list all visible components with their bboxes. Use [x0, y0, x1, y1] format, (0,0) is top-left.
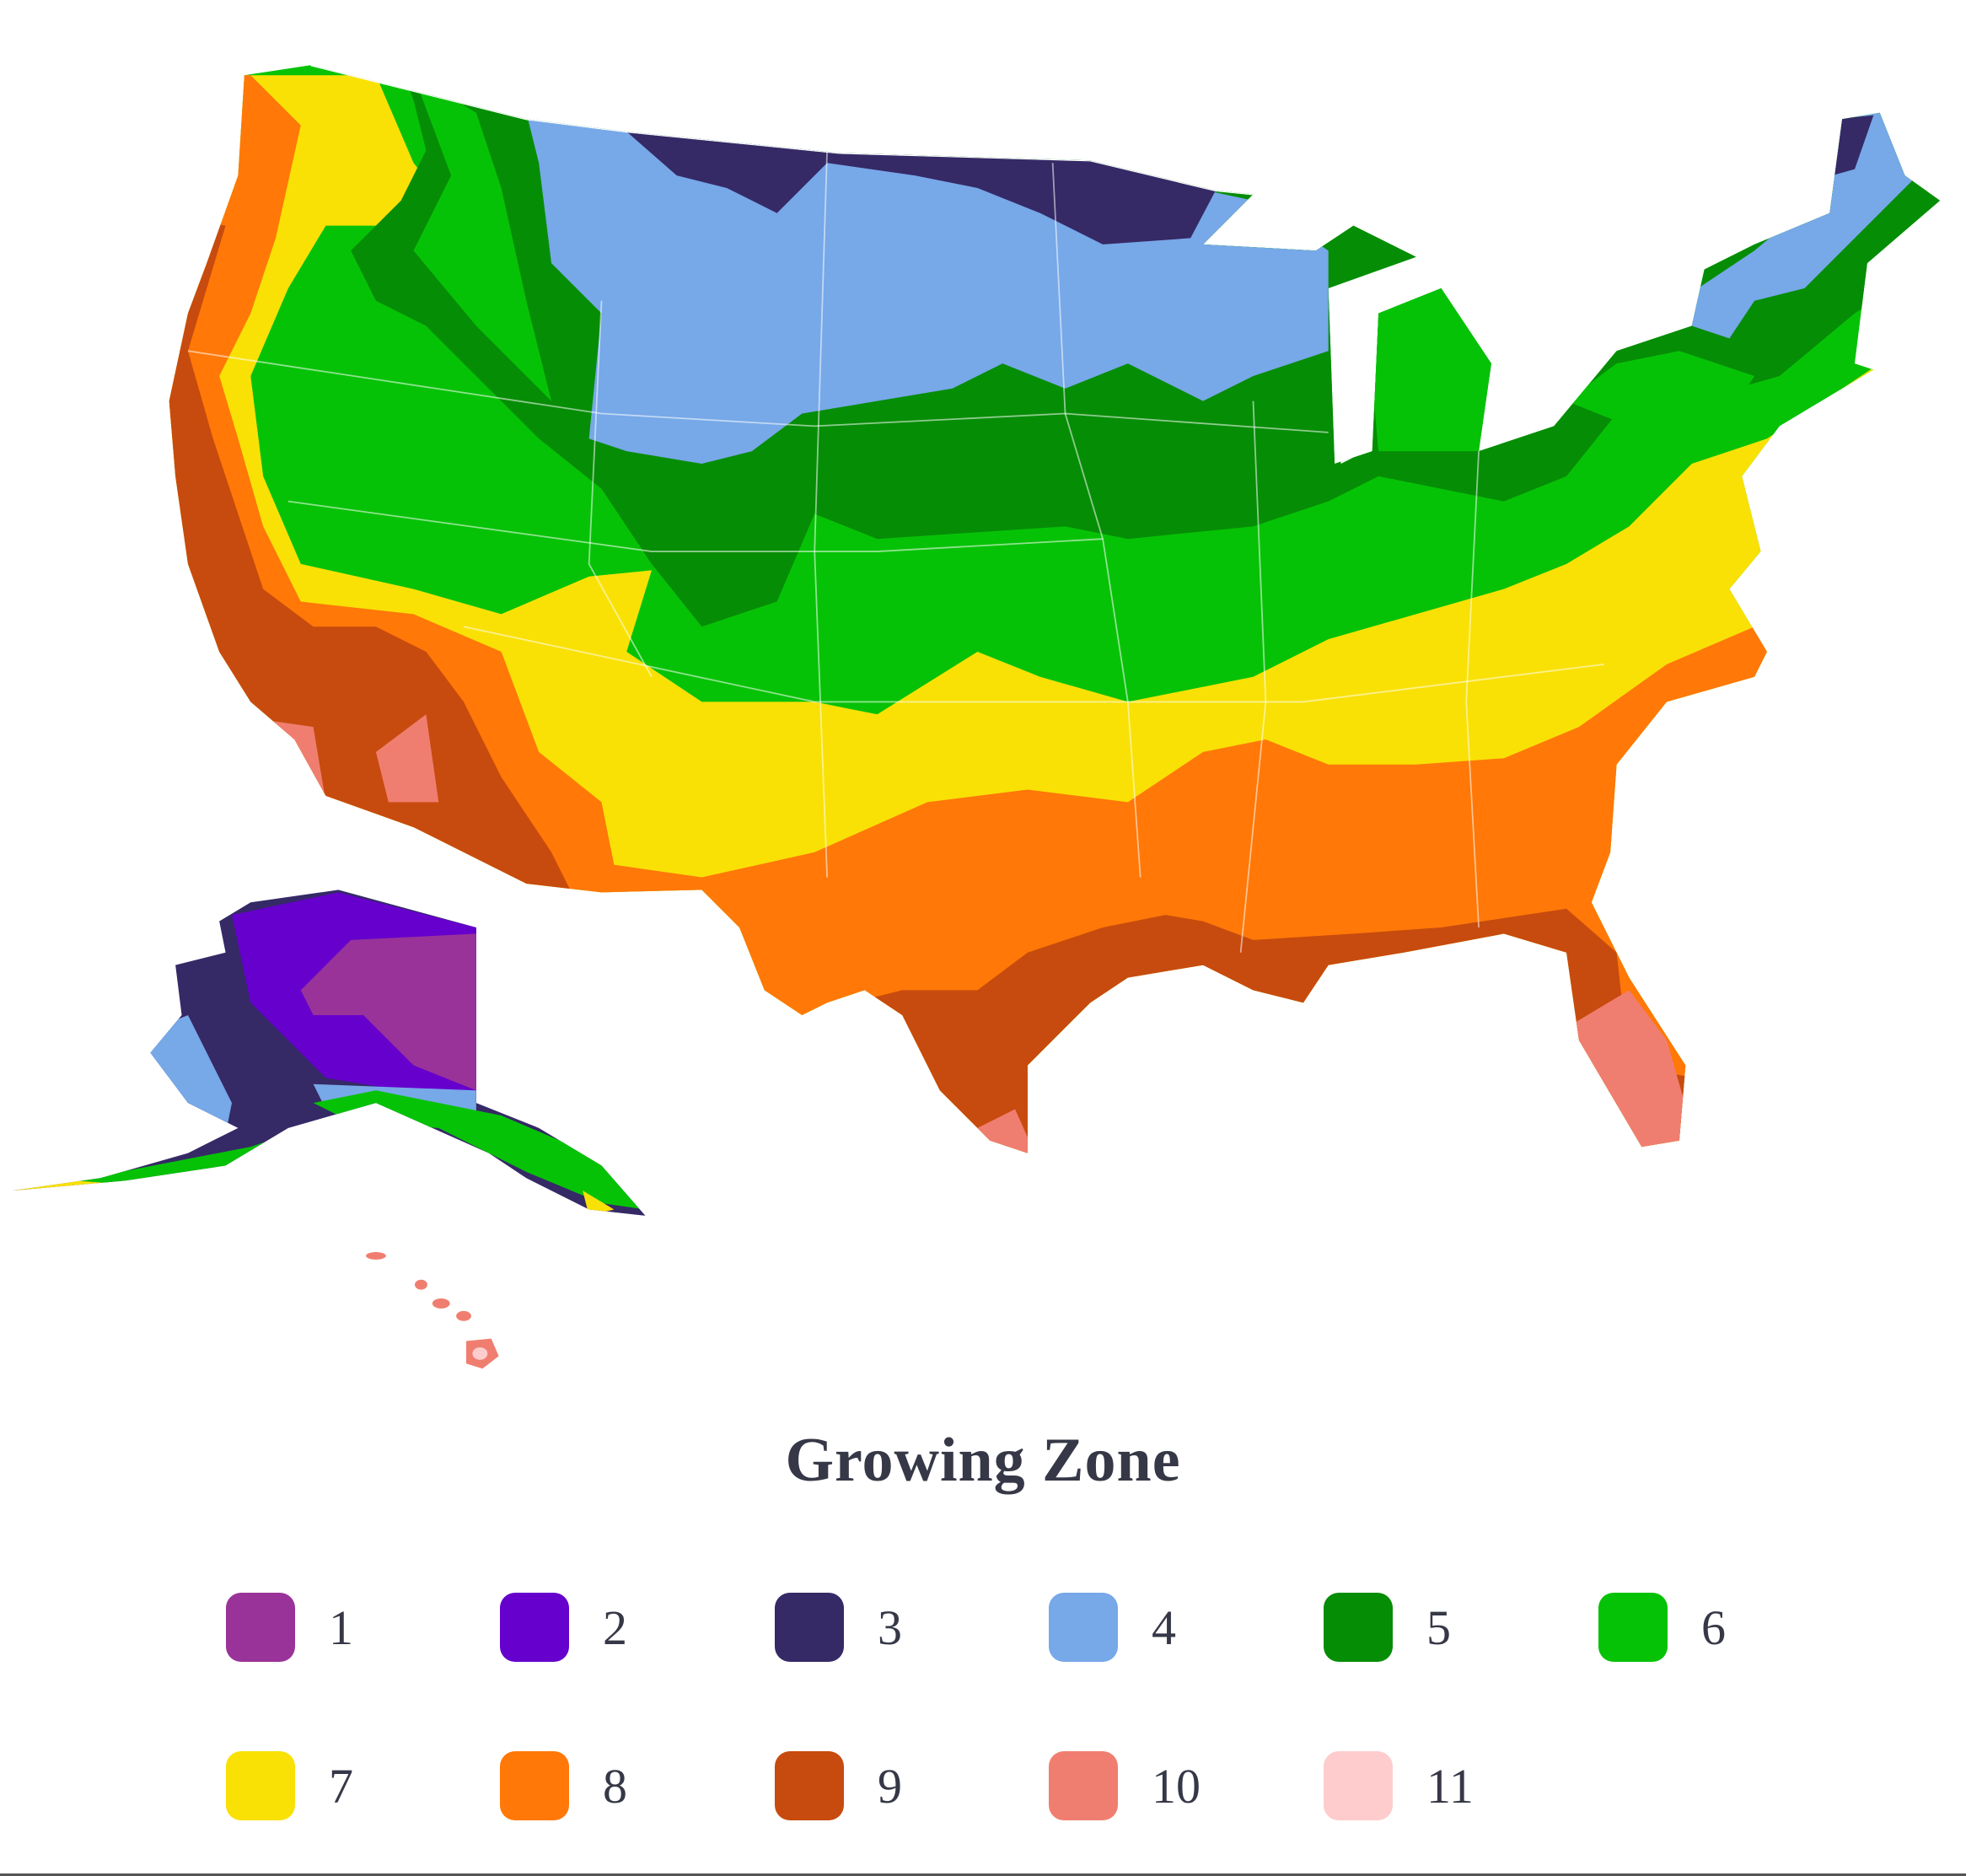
bottom-divider — [0, 1873, 1966, 1876]
legend-item-zone-1: 1 — [226, 1593, 353, 1662]
swatch — [226, 1751, 295, 1820]
swatch — [1598, 1593, 1668, 1662]
legend-label: 3 — [878, 1599, 902, 1655]
legend-label: 1 — [329, 1599, 353, 1655]
swatch — [1324, 1593, 1393, 1662]
legend-item-zone-11: 11 — [1324, 1751, 1474, 1820]
zone-10-area-california — [269, 714, 439, 803]
legend-label: 10 — [1152, 1758, 1201, 1814]
zone-6-area-alaska — [75, 1090, 646, 1210]
swatch — [775, 1751, 844, 1820]
legend-title: Growing Zone — [785, 1426, 1181, 1495]
legend-item-zone-5: 5 — [1324, 1593, 1451, 1662]
legend-item-zone-8: 8 — [500, 1751, 627, 1820]
zone-7-area-alaska — [12, 1180, 615, 1216]
lake-michigan — [1335, 288, 1379, 464]
growing-zone-map — [12, 65, 1941, 1369]
legend-label: 7 — [329, 1758, 353, 1814]
legend-label: 11 — [1426, 1758, 1474, 1814]
legend-label: 2 — [603, 1599, 627, 1655]
legend-label: 9 — [878, 1758, 902, 1814]
legend-item-zone-2: 2 — [500, 1593, 627, 1662]
swatch — [1049, 1593, 1118, 1662]
legend-item-zone-3: 3 — [775, 1593, 902, 1662]
legend-item-zone-9: 9 — [775, 1751, 902, 1820]
zone-10-area-florida — [1503, 990, 1941, 1153]
swatch — [1049, 1751, 1118, 1820]
zone-1-area-alaska — [300, 933, 476, 1091]
legend-label: 5 — [1426, 1599, 1451, 1655]
zone-6-area-north — [413, 75, 1755, 452]
legend-item-zone-10: 10 — [1049, 1751, 1201, 1820]
legend-item-zone-4: 4 — [1049, 1593, 1176, 1662]
legend-item-zone-7: 7 — [226, 1751, 353, 1820]
swatch — [1324, 1751, 1393, 1820]
legend-item-zone-6: 6 — [1598, 1593, 1726, 1662]
swatch — [500, 1751, 569, 1820]
legend-label: 6 — [1701, 1599, 1726, 1655]
hawaii — [366, 1252, 499, 1369]
swatch — [775, 1593, 844, 1662]
zone-4-area — [526, 112, 1918, 464]
legend-label: 8 — [603, 1758, 627, 1814]
legend-label: 4 — [1152, 1599, 1176, 1655]
swatch — [500, 1593, 569, 1662]
alaska — [12, 890, 646, 1216]
state-borders — [187, 150, 1604, 953]
swatch — [226, 1593, 295, 1662]
